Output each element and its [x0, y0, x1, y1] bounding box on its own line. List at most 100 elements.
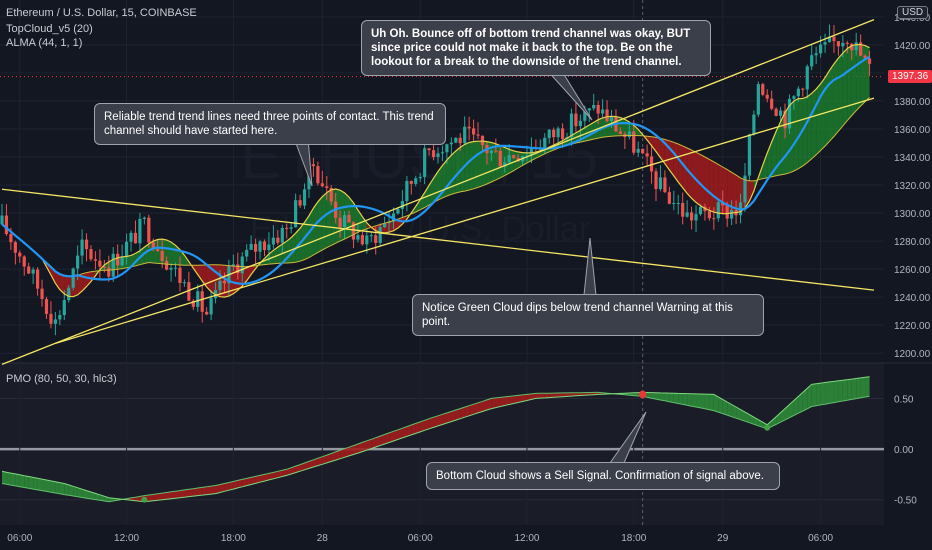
pmo-green-segment	[802, 388, 808, 411]
candle-body	[27, 266, 31, 274]
candle-body	[512, 155, 516, 158]
candle-body	[663, 177, 667, 193]
pmo-green-segment	[64, 483, 69, 496]
candle-body	[182, 282, 187, 284]
candle-body	[253, 243, 258, 252]
red-cloud-segment	[660, 138, 665, 164]
indicator-alma[interactable]: ALMA (44, 1, 1)	[6, 37, 83, 49]
pmo-green-segment	[24, 475, 29, 489]
candle-body	[792, 96, 796, 99]
candle-body	[160, 250, 164, 261]
red-cloud-segment	[731, 172, 737, 214]
candle-body	[249, 243, 253, 250]
candle-body	[378, 227, 382, 243]
pmo-red-segment	[202, 486, 207, 496]
candle-body	[632, 131, 636, 153]
candle-body	[810, 55, 814, 67]
pmo-red-segment	[411, 423, 416, 435]
pmo-red-segment	[228, 481, 234, 491]
pmo-green-segment	[860, 377, 866, 398]
candle-body	[147, 217, 151, 243]
red-cloud-segment	[651, 136, 656, 152]
candle-body	[173, 267, 178, 269]
pmo-red-segment	[175, 490, 180, 499]
candle-body	[805, 66, 809, 90]
green-cloud-segment	[847, 45, 852, 121]
candle-body	[418, 176, 422, 179]
candle-body	[423, 148, 427, 177]
candle-body	[200, 291, 204, 312]
pmo-red-segment	[500, 396, 505, 407]
candle-body	[120, 256, 124, 266]
candle-body	[369, 235, 373, 237]
candle-body	[133, 232, 138, 244]
price-tick-label: 1320.00	[894, 181, 931, 192]
indicator-topcloud[interactable]: TopCloud_v5 (20)	[6, 23, 93, 35]
pmo-red-segment	[567, 392, 572, 397]
pmo-red-segment	[264, 473, 269, 482]
candle-body	[654, 171, 658, 190]
candle-body	[681, 202, 685, 217]
pmo-green-segment	[10, 473, 16, 486]
green-cloud-segment	[317, 196, 323, 253]
time-tick-label: 12:00	[114, 533, 139, 544]
pmo-red-segment	[237, 479, 243, 488]
candle-body	[124, 241, 129, 257]
candle-body	[859, 42, 863, 56]
pmo-red-segment	[389, 431, 394, 443]
pmo-green-segment	[656, 392, 661, 400]
candle-body	[98, 260, 102, 267]
time-tick-label: 28	[317, 533, 329, 544]
candle-body	[836, 41, 841, 47]
candle-body	[716, 202, 720, 219]
candle-body	[320, 183, 324, 187]
price-tick-label: 1200.00	[894, 349, 931, 360]
red-cloud-segment	[246, 266, 252, 281]
green-cloud-segment	[838, 52, 843, 132]
price-tick-label: 1380.00	[894, 97, 931, 108]
price-tick-label: 1240.00	[894, 293, 931, 304]
candle-body	[240, 256, 244, 274]
pmo-red-segment	[260, 474, 265, 483]
candle-body	[770, 98, 774, 109]
red-cloud-segment	[700, 154, 705, 209]
green-cloud-segment	[473, 141, 479, 189]
red-cloud-segment	[389, 220, 394, 233]
pmo-red-segment	[509, 395, 514, 405]
candle-body	[156, 249, 160, 251]
pmo-red-segment	[429, 417, 434, 429]
pmo-green-segment	[2, 471, 7, 485]
pmo-green-segment	[838, 380, 843, 402]
candle-body	[365, 235, 369, 245]
pmo-green-segment	[15, 473, 20, 487]
pmo-green-segment	[55, 481, 60, 494]
green-cloud-segment	[851, 44, 857, 116]
candle-body	[302, 189, 307, 206]
pmo-red-segment	[540, 393, 545, 399]
pmo-red-segment	[513, 395, 519, 404]
currency-button[interactable]: USD	[897, 6, 929, 19]
candle-body	[814, 53, 818, 56]
candle-body	[458, 137, 462, 144]
candle-body	[329, 188, 333, 202]
red-cloud-segment	[206, 264, 212, 292]
time-axis[interactable]: 06:00 12:00 18:00 28 06:00 12:00 18:00 29 06:00	[7, 533, 833, 544]
candle-body	[712, 218, 716, 220]
candle-body	[850, 43, 854, 51]
pmo-green-segment	[651, 392, 656, 400]
pmo-red-segment	[535, 393, 541, 399]
pmo-legend[interactable]: PMO (80, 50, 30, hlc3)	[6, 373, 117, 385]
green-cloud-segment	[807, 93, 812, 163]
pmo-green-segment	[713, 394, 719, 413]
pmo-green-segment	[851, 378, 857, 400]
pmo-green-segment	[807, 384, 812, 409]
candle-body	[0, 215, 4, 225]
last-price-badge: 1397.36	[888, 69, 932, 83]
pmo-red-segment	[268, 472, 274, 480]
pmo-red-segment	[335, 450, 341, 461]
green-cloud-segment	[322, 192, 327, 250]
pmo-red-segment	[233, 480, 238, 490]
pmo-red-segment	[495, 397, 501, 408]
green-cloud-segment	[304, 215, 309, 260]
